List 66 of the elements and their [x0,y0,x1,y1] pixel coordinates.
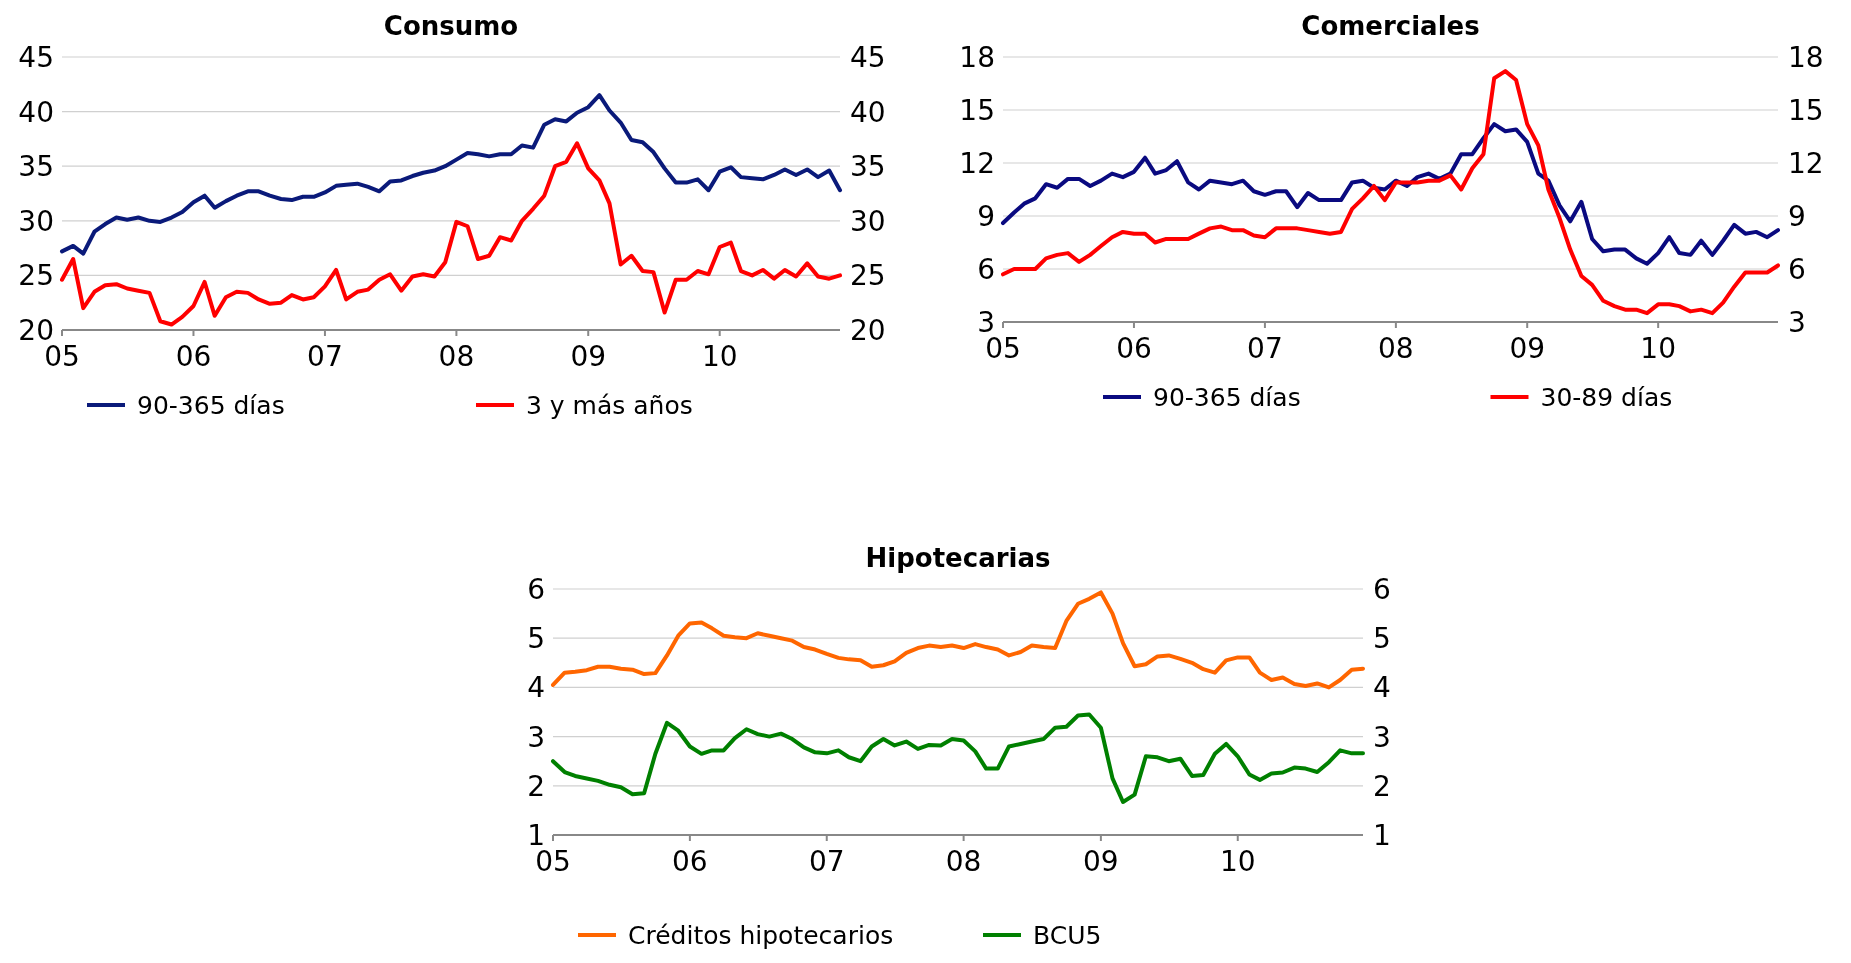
y-tick-label: 9 [977,200,995,233]
x-tick-label: 06 [175,340,212,373]
y2-tick-label: 6 [1788,253,1806,286]
y-tick-label: 18 [959,41,995,74]
line-series [551,712,1365,805]
legend-label: 90-365 días [1153,383,1301,412]
y-tick-label: 5 [527,622,545,656]
x-tick-label: 10 [701,340,738,373]
y2-tick-label: 4 [1373,671,1391,705]
y-tick-label: 12 [959,147,995,180]
y-tick-label: 4 [527,671,545,705]
x-tick-label: 08 [1378,332,1414,365]
y2-tick-label: 30 [850,204,886,238]
y-tick-label: 40 [18,95,54,129]
y-tick-label: 6 [977,253,995,286]
y-tick-label: 35 [18,150,54,184]
x-tick-label: 06 [672,845,708,878]
x-tick-label: 10 [1219,845,1256,878]
y2-tick-label: 9 [1788,200,1806,233]
y2-tick-label: 3 [1788,306,1806,339]
legend-label: BCU5 [1033,921,1102,950]
y-tick-label: 3 [527,720,545,754]
x-tick-label: 05 [535,845,571,878]
x-tick-label: 09 [1509,332,1546,365]
y-tick-label: 30 [18,204,54,238]
line-series [1001,69,1780,316]
x-tick-label: 10 [1640,332,1676,365]
x-tick-label: 07 [1247,332,1283,365]
x-tick-label: 05 [985,332,1021,365]
x-tick-label: 07 [808,845,845,878]
line-series [60,93,842,256]
legend-label: 30-89 días [1540,383,1673,412]
chart-title: Hipotecarias [865,543,1051,573]
legend-label: 3 y más años [526,391,693,420]
legend-label: 90-365 días [137,391,285,420]
chart-title: Consumo [383,11,519,41]
chart-title: Comerciales [1301,11,1480,41]
y-tick-label: 25 [18,259,54,293]
x-tick-label: 09 [1083,845,1119,878]
line-series [1001,122,1780,266]
y2-tick-label: 20 [850,314,886,347]
line-series [60,141,842,327]
x-tick-label: 07 [307,340,343,373]
x-tick-label: 09 [570,340,607,373]
x-tick-label: 08 [945,845,982,878]
y2-tick-label: 45 [850,41,886,74]
y-tick-label: 45 [18,41,54,74]
y2-tick-label: 40 [850,95,886,129]
y2-tick-label: 35 [850,150,886,184]
y-tick-label: 15 [959,94,995,127]
x-tick-label: 08 [438,340,475,373]
y2-tick-label: 12 [1788,147,1824,180]
y2-tick-label: 3 [1373,720,1391,754]
x-tick-label: 05 [44,340,80,373]
y2-tick-label: 2 [1373,769,1391,803]
y2-tick-label: 25 [850,259,886,293]
x-tick-label: 06 [1116,332,1152,365]
legend-label: Créditos hipotecarios [628,921,894,950]
y-tick-label: 2 [527,769,545,803]
y2-tick-label: 1 [1373,819,1391,852]
y2-tick-label: 6 [1373,573,1391,606]
line-series [551,590,1365,690]
y-tick-label: 6 [527,573,545,606]
y2-tick-label: 18 [1788,41,1824,74]
y2-tick-label: 15 [1788,94,1824,127]
y2-tick-label: 5 [1373,622,1391,656]
